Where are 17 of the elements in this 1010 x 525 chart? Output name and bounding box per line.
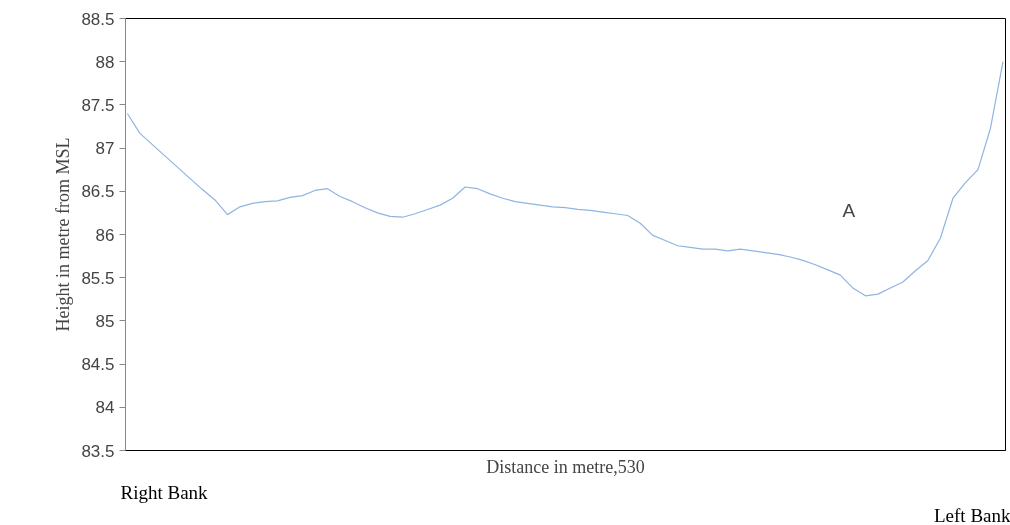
x-axis-title: Distance in metre,530: [486, 456, 645, 477]
y-tick-label: 84: [95, 398, 115, 418]
y-tick-label: 85.5: [81, 268, 115, 288]
y-tick-label: 84.5: [81, 355, 115, 375]
y-axis-title: Height in metre from MSL: [53, 137, 74, 332]
y-tick-label: 86: [95, 225, 115, 245]
y-tick-label: 87: [95, 139, 115, 159]
y-tick-label: 87.5: [81, 95, 115, 115]
line-series: [126, 61, 1004, 297]
y-tick-label: 88.5: [81, 9, 115, 29]
annotation: A: [842, 200, 856, 221]
y-tick-label: 83.5: [81, 441, 115, 461]
y-tick-label: 86.5: [81, 182, 115, 202]
y-tick-label: 85: [95, 311, 115, 331]
text: Left Bank: [934, 504, 1010, 525]
text: Right Bank: [120, 481, 209, 503]
y-tick-label: 88: [95, 52, 115, 72]
